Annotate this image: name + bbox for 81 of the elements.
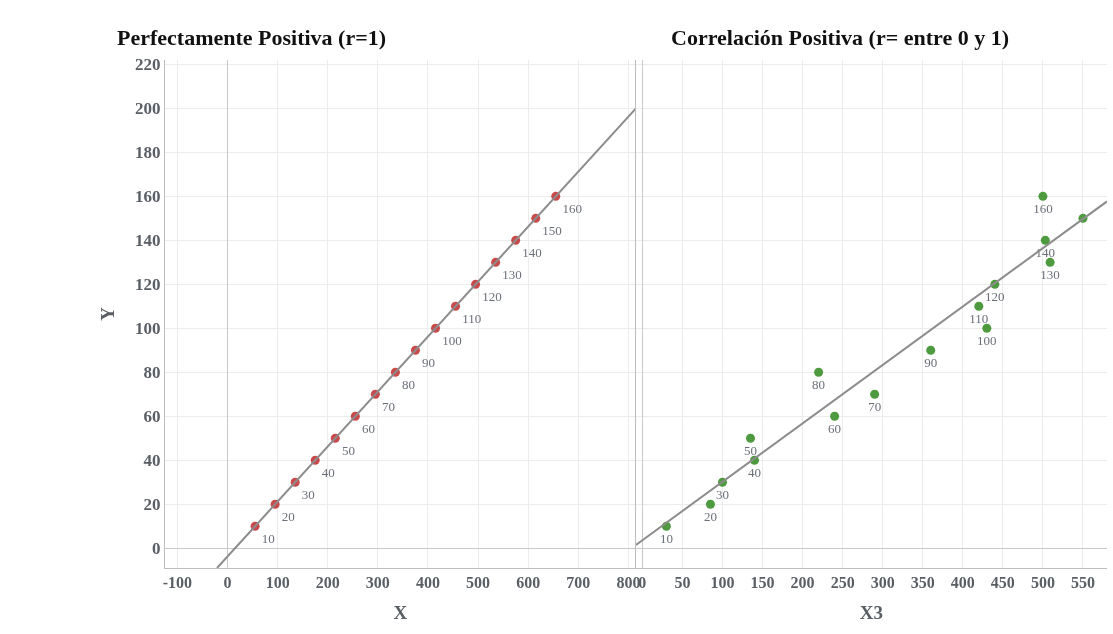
x-tick-label: 400 <box>415 574 440 592</box>
x-tick-label: 300 <box>365 574 390 592</box>
point <box>926 345 936 355</box>
data-label: 10 <box>659 530 673 546</box>
data-label: 110 <box>462 310 482 326</box>
x-tick-label: 150 <box>750 574 775 592</box>
data-label: 100 <box>977 332 997 348</box>
x-axis-title: X <box>393 602 408 623</box>
data-label: 150 <box>542 222 562 238</box>
point <box>1045 257 1055 267</box>
data-label: 160 <box>1033 200 1053 216</box>
data-label: 30 <box>301 486 315 502</box>
point <box>705 499 715 509</box>
data-label: 100 <box>442 332 462 348</box>
point <box>814 367 824 377</box>
data-label: 130 <box>1040 266 1060 282</box>
data-label: 120 <box>482 288 502 304</box>
point <box>870 389 880 399</box>
point <box>746 433 756 443</box>
x-tick-label: 550 <box>1070 574 1095 592</box>
y-axis-title: Y <box>96 306 118 321</box>
y-tick-label: 80 <box>143 363 161 383</box>
y-tick-label: 40 <box>143 451 161 471</box>
x-tick-label: 0 <box>638 574 647 592</box>
point <box>830 411 840 421</box>
data-label: 40 <box>321 464 335 480</box>
data-label: 140 <box>522 244 542 260</box>
x-tick-label: 50 <box>674 574 691 592</box>
x-tick-label: 500 <box>1030 574 1055 592</box>
x-tick-label: 700 <box>566 574 591 592</box>
data-label: 90 <box>422 354 436 370</box>
chart-title: Correlación Positiva (r= entre 0 y 1) <box>671 25 1009 50</box>
y-tick-label: 160 <box>134 187 161 207</box>
y-tick-label: 0 <box>151 539 161 559</box>
x-tick-label: 250 <box>830 574 855 592</box>
y-tick-label: 20 <box>143 495 161 515</box>
x-axis-title: X3 <box>859 602 884 623</box>
y-tick-label: 140 <box>134 231 161 251</box>
data-label: 130 <box>502 266 522 282</box>
x-tick-label: 500 <box>466 574 491 592</box>
data-label: 50 <box>341 442 355 458</box>
point <box>982 323 992 333</box>
y-tick-label: 100 <box>134 319 161 339</box>
data-label: 40 <box>748 464 762 480</box>
chart-title: Perfectamente Positiva (r=1) <box>117 25 387 50</box>
data-label: 20 <box>703 508 717 524</box>
data-label: 90 <box>924 354 938 370</box>
data-label: 10 <box>261 530 275 546</box>
x-tick-label: 100 <box>710 574 735 592</box>
point <box>1040 235 1050 245</box>
data-label: 80 <box>402 376 416 392</box>
x-tick-label: 800 <box>616 574 641 592</box>
x-tick-label: 400 <box>950 574 975 592</box>
data-label: 160 <box>562 200 582 216</box>
data-label: 70 <box>381 398 395 414</box>
y-tick-label: 120 <box>134 275 161 295</box>
data-label: 60 <box>361 420 375 436</box>
point <box>974 301 984 311</box>
y-tick-label: 220 <box>134 55 161 75</box>
x-tick-label: 450 <box>990 574 1015 592</box>
x-tick-label: 600 <box>516 574 541 592</box>
x-tick-label: 200 <box>790 574 815 592</box>
data-label: 20 <box>281 508 295 524</box>
x-tick-label: 200 <box>315 574 340 592</box>
data-label: 110 <box>969 310 989 326</box>
data-label: 60 <box>828 420 842 436</box>
x-tick-label: -100 <box>162 574 193 592</box>
data-label: 70 <box>868 398 882 414</box>
data-label: 30 <box>715 486 729 502</box>
data-label: 80 <box>812 376 826 392</box>
y-tick-label: 180 <box>134 143 161 163</box>
x-tick-label: 300 <box>870 574 895 592</box>
data-label: 120 <box>985 288 1005 304</box>
x-tick-label: 100 <box>265 574 290 592</box>
y-tick-label: 60 <box>143 407 161 427</box>
x-tick-label: 0 <box>223 574 232 592</box>
point <box>1038 191 1048 201</box>
x-tick-label: 350 <box>910 574 935 592</box>
data-label: 50 <box>744 442 758 458</box>
data-label: 140 <box>1035 244 1056 260</box>
y-tick-label: 200 <box>134 99 161 119</box>
